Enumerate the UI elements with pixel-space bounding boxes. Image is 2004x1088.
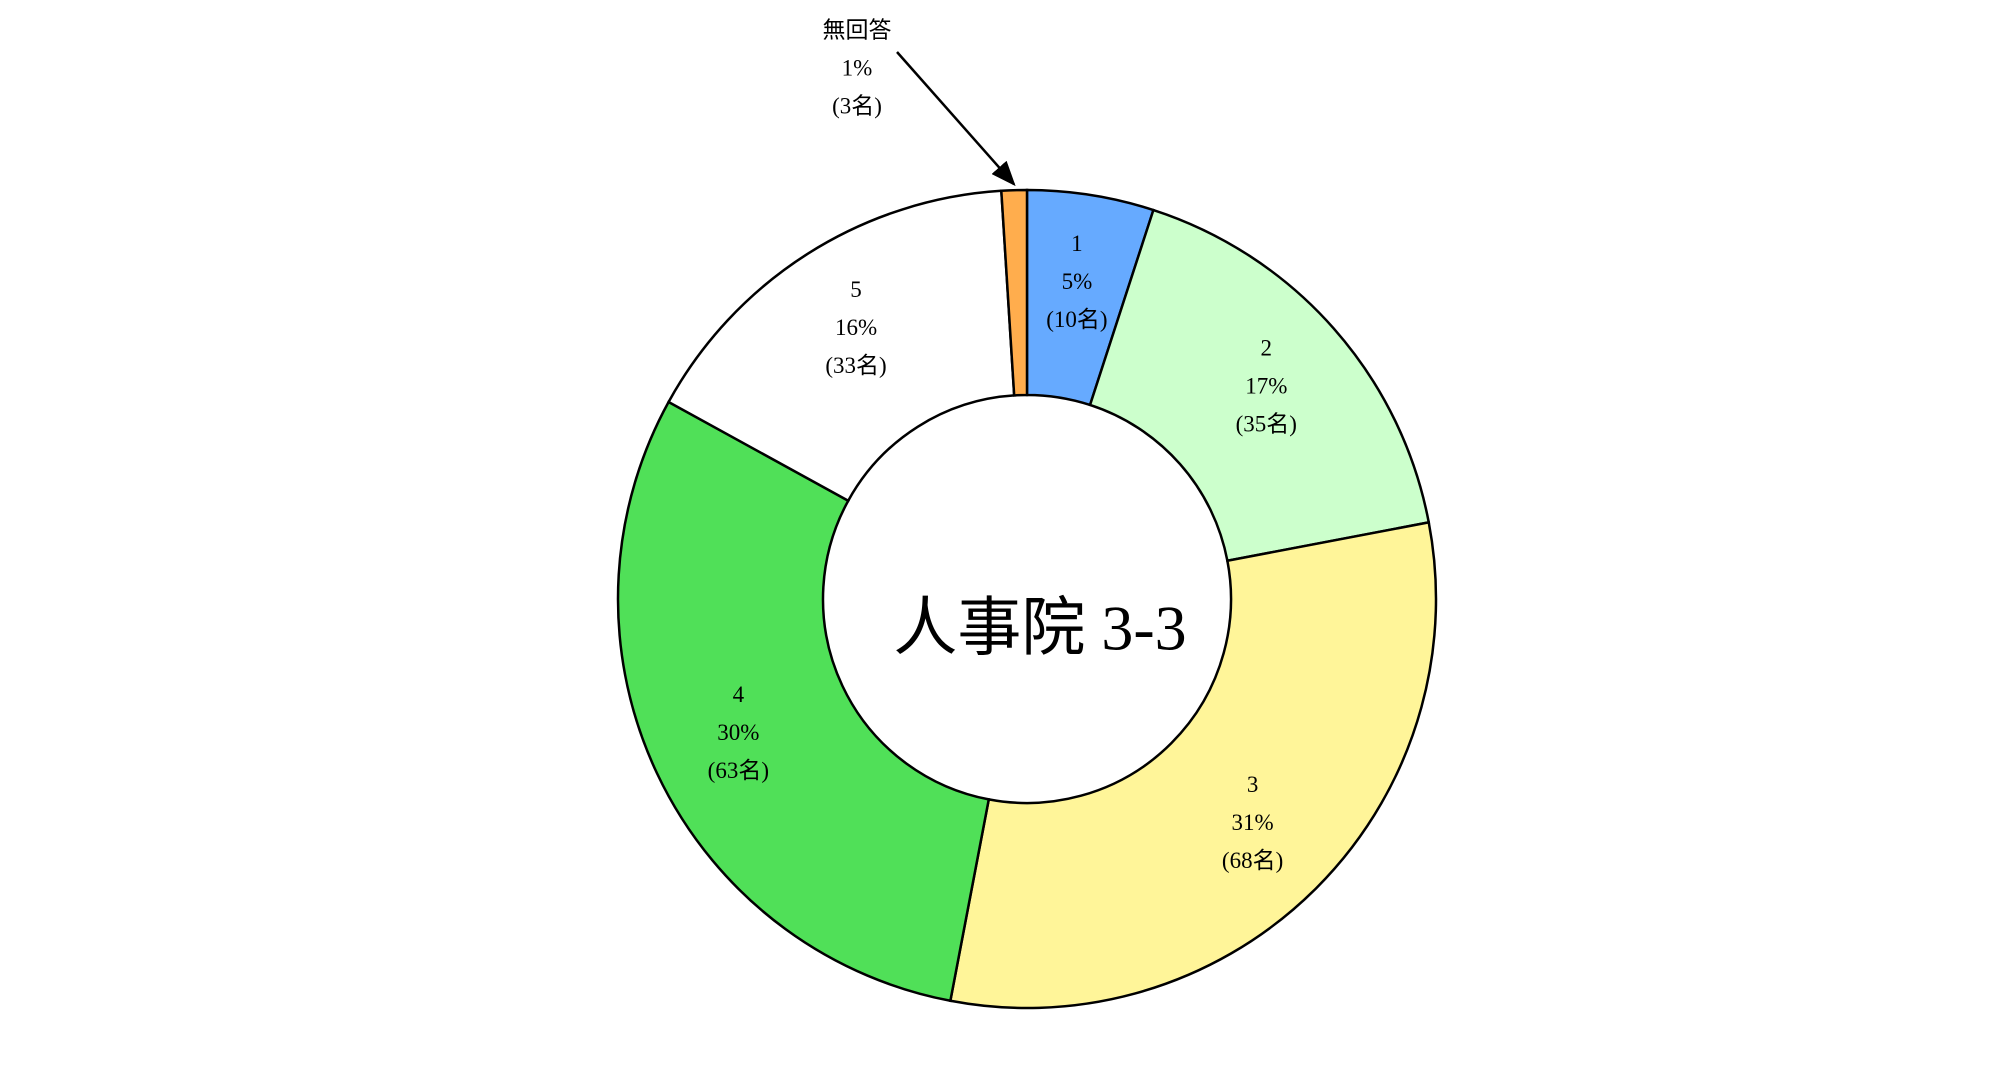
- category-label: 1: [1071, 231, 1083, 256]
- count-label: (35名): [1236, 411, 1297, 436]
- value-label: 30%: [717, 720, 759, 745]
- count-label: (68名): [1222, 848, 1283, 873]
- slices: [616, 188, 1438, 1010]
- count-label: (63名): [708, 758, 769, 783]
- labels: 1 5% (10名) 2 17% (35名) 3 31% (68名) 4 30% (63名) 5 16% (…: [708, 17, 1297, 873]
- slice: [1088, 208, 1431, 563]
- slice: [616, 400, 991, 1003]
- count-label: (10名): [1046, 307, 1107, 332]
- callout-arrow: [896, 51, 1016, 187]
- chart-title: 人事院 3-3: [893, 593, 1186, 664]
- value-label: 17%: [1245, 373, 1287, 398]
- category-label: 5: [850, 277, 862, 302]
- category-label: 4: [733, 682, 745, 707]
- value-label: 16%: [835, 315, 877, 340]
- slice: [999, 188, 1029, 397]
- value-label: 1%: [842, 55, 873, 80]
- slice: [948, 520, 1438, 1010]
- value-label: 31%: [1231, 810, 1273, 835]
- category-label: 3: [1247, 772, 1259, 797]
- category-label: 無回答: [823, 17, 892, 42]
- value-label: 5%: [1062, 269, 1093, 294]
- count-label: (33名): [825, 353, 886, 378]
- count-label: (3名): [832, 93, 882, 118]
- category-label: 2: [1261, 335, 1273, 360]
- slice: [666, 189, 1016, 503]
